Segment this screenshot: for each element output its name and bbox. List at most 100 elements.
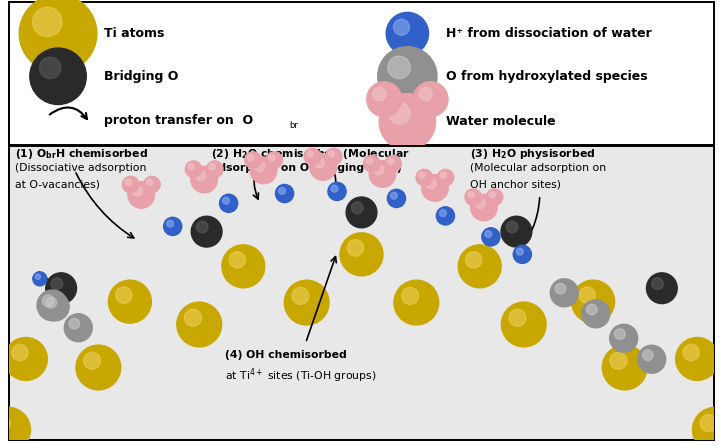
Circle shape <box>364 155 380 172</box>
Circle shape <box>51 278 63 289</box>
Circle shape <box>275 184 294 202</box>
Circle shape <box>278 187 286 194</box>
Text: at O-vacancies): at O-vacancies) <box>15 179 100 190</box>
Circle shape <box>167 220 174 227</box>
Circle shape <box>485 231 492 238</box>
Text: (3) H$_{\mathregular{2}}$O physisorbed: (3) H$_{\mathregular{2}}$O physisorbed <box>470 147 595 162</box>
Circle shape <box>254 162 265 171</box>
Text: O from hydroxylated species: O from hydroxylated species <box>446 70 648 83</box>
Circle shape <box>555 283 565 294</box>
Ellipse shape <box>20 0 97 73</box>
Circle shape <box>609 324 638 352</box>
Circle shape <box>307 151 313 157</box>
Text: (2) H$_{\mathregular{2}}$O chemisorbed (Molecular: (2) H$_{\mathregular{2}}$O chemisorbed (… <box>211 147 410 162</box>
Circle shape <box>610 352 627 369</box>
Circle shape <box>436 207 455 225</box>
Circle shape <box>76 345 121 390</box>
Circle shape <box>513 245 531 263</box>
Circle shape <box>374 165 384 175</box>
Circle shape <box>325 148 342 165</box>
Circle shape <box>128 182 155 208</box>
Circle shape <box>351 202 363 214</box>
Circle shape <box>602 345 647 390</box>
Circle shape <box>46 297 56 308</box>
Circle shape <box>207 161 223 178</box>
Circle shape <box>223 197 229 204</box>
Circle shape <box>229 252 245 268</box>
Circle shape <box>468 191 474 198</box>
Text: adsorption on O bridging sites): adsorption on O bridging sites) <box>211 163 402 174</box>
Circle shape <box>191 166 218 193</box>
Circle shape <box>385 155 401 172</box>
Circle shape <box>247 154 254 161</box>
Circle shape <box>466 252 482 268</box>
Ellipse shape <box>40 57 61 78</box>
Text: (4) OH chemisorbed: (4) OH chemisorbed <box>225 350 347 360</box>
Circle shape <box>210 164 215 170</box>
Text: H⁺ from dissociation of water: H⁺ from dissociation of water <box>446 27 652 40</box>
Circle shape <box>33 272 47 286</box>
Circle shape <box>388 158 394 164</box>
Ellipse shape <box>389 103 410 124</box>
Circle shape <box>163 217 181 235</box>
Text: at Ti$^{\mathregular{4+}}$ sites (Ti-OH groups): at Ti$^{\mathregular{4+}}$ sites (Ti-OH … <box>225 366 377 385</box>
Circle shape <box>676 337 719 380</box>
Text: Bridging O: Bridging O <box>104 70 179 83</box>
Ellipse shape <box>388 56 411 79</box>
Circle shape <box>390 192 398 199</box>
Ellipse shape <box>372 87 386 101</box>
Circle shape <box>401 287 419 304</box>
Text: proton transfer on  O: proton transfer on O <box>104 114 253 127</box>
Circle shape <box>42 295 54 307</box>
Circle shape <box>346 197 377 228</box>
Circle shape <box>475 198 485 209</box>
Circle shape <box>222 245 265 288</box>
Circle shape <box>197 221 208 233</box>
Circle shape <box>340 233 383 276</box>
Circle shape <box>64 314 93 342</box>
Circle shape <box>501 216 532 247</box>
Circle shape <box>184 309 202 326</box>
Circle shape <box>582 300 609 328</box>
Ellipse shape <box>33 7 62 36</box>
Circle shape <box>37 290 68 321</box>
Circle shape <box>615 329 625 340</box>
Circle shape <box>367 158 372 164</box>
Circle shape <box>191 216 222 247</box>
Text: (Molecular adsorption on: (Molecular adsorption on <box>470 163 606 174</box>
Circle shape <box>4 337 47 380</box>
Ellipse shape <box>367 82 402 117</box>
Circle shape <box>116 287 132 303</box>
Text: OH anchor sites): OH anchor sites) <box>470 179 561 190</box>
Ellipse shape <box>379 93 435 150</box>
Circle shape <box>388 189 406 207</box>
Ellipse shape <box>419 87 432 101</box>
Circle shape <box>266 152 283 168</box>
Circle shape <box>646 273 677 303</box>
Circle shape <box>220 194 238 212</box>
Circle shape <box>41 293 69 321</box>
Circle shape <box>69 318 80 329</box>
Circle shape <box>0 415 10 432</box>
Ellipse shape <box>413 82 448 117</box>
Circle shape <box>416 169 432 186</box>
Circle shape <box>292 287 309 304</box>
Ellipse shape <box>30 48 86 105</box>
Circle shape <box>550 279 578 307</box>
Circle shape <box>304 148 320 165</box>
Circle shape <box>328 151 335 157</box>
Text: (Dissociative adsorption: (Dissociative adsorption <box>15 163 147 174</box>
Circle shape <box>309 154 336 180</box>
Circle shape <box>195 170 205 181</box>
Circle shape <box>482 228 500 246</box>
Circle shape <box>586 304 597 315</box>
Text: Ti atoms: Ti atoms <box>104 27 164 40</box>
Circle shape <box>108 280 151 323</box>
Circle shape <box>250 157 277 184</box>
Circle shape <box>0 408 30 445</box>
Text: br: br <box>288 121 298 130</box>
Circle shape <box>315 158 325 168</box>
Circle shape <box>426 179 436 189</box>
Circle shape <box>422 174 448 201</box>
Circle shape <box>651 278 664 289</box>
